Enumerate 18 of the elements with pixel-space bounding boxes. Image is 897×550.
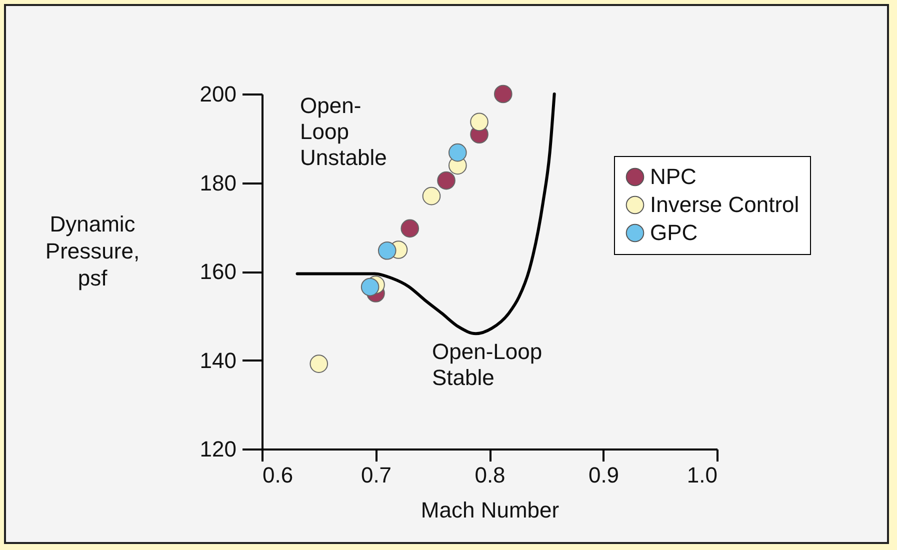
- x-tick-label: 1.0: [686, 462, 718, 488]
- x-tick-label: 0.8: [474, 462, 506, 488]
- annotation: Open-Loop Stable: [432, 339, 542, 390]
- x-tick-label: 0.7: [360, 462, 392, 488]
- legend-label: Inverse Control: [650, 192, 800, 217]
- line-series: [296, 92, 556, 336]
- y-tick-label: 200: [200, 82, 236, 106]
- y-tick-label: 180: [200, 170, 236, 196]
- legend-label: GPC: [650, 220, 698, 245]
- y-tick-label: 160: [200, 259, 236, 284]
- x-tick-label: 0.6: [262, 462, 294, 488]
- annotation: Open- Loop Unstable: [300, 93, 387, 170]
- y-tick-label: 140: [200, 348, 236, 373]
- y-axis-title: Dynamic Pressure, psf: [45, 212, 140, 290]
- x-axis-title: Mach Number: [420, 498, 560, 522]
- legend-label: NPC: [650, 164, 697, 189]
- x-tick-label: 0.9: [588, 462, 620, 488]
- y-tick-label: 120: [200, 436, 236, 462]
